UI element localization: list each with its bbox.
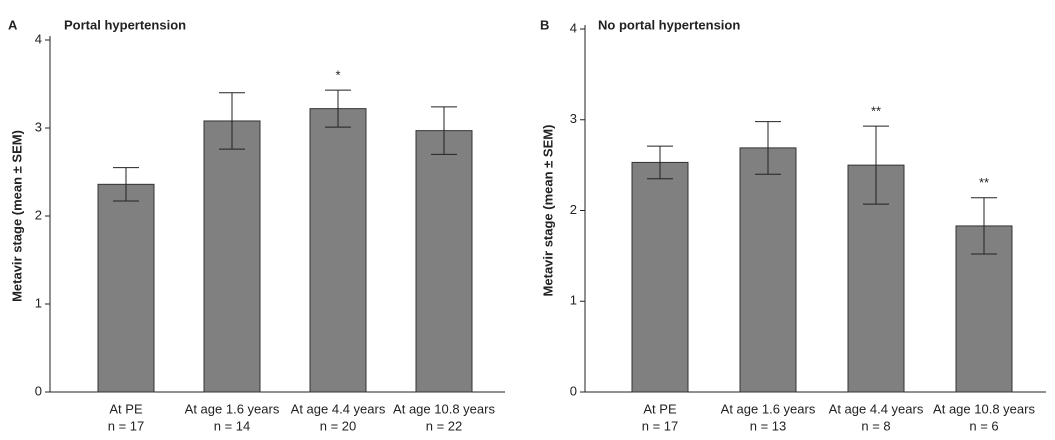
x-tick-label: At PE (109, 401, 143, 416)
x-tick-label: At age 4.4 years (291, 401, 386, 416)
panel-letter: B (540, 17, 549, 32)
y-tick-label: 2 (35, 207, 42, 222)
y-tick-label: 3 (570, 111, 577, 126)
x-tick-label: At PE (643, 401, 677, 416)
x-tick-label: At age 10.8 years (933, 401, 1035, 416)
bar (739, 147, 797, 393)
y-tick-label: 2 (570, 202, 577, 217)
sample-size: n = 14 (214, 418, 251, 433)
y-tick-label: 0 (570, 383, 577, 398)
y-tick-label: 0 (35, 383, 42, 398)
sample-size: n = 20 (320, 418, 357, 433)
x-tick-label: At age 1.6 years (721, 401, 816, 416)
chart-title: Portal hypertension (64, 17, 186, 32)
significance-marker: ** (871, 104, 881, 119)
sample-size: n = 13 (750, 418, 787, 433)
bar (415, 130, 473, 393)
bar (97, 183, 155, 393)
sample-size: n = 17 (642, 418, 679, 433)
y-tick-label: 1 (570, 293, 577, 308)
y-tick-label: 3 (35, 119, 42, 134)
chart-title: No portal hypertension (598, 17, 740, 32)
y-tick-label: 4 (570, 20, 577, 35)
sample-size: n = 22 (426, 418, 463, 433)
sample-size: n = 8 (861, 418, 890, 433)
significance-marker: * (335, 68, 340, 83)
panel-letter: A (8, 17, 18, 32)
y-axis-label: Metavir stage (mean ± SEM) (540, 125, 555, 297)
bar (309, 108, 367, 393)
sample-size: n = 6 (969, 418, 998, 433)
bar (203, 120, 261, 393)
x-tick-label: At age 4.4 years (829, 401, 924, 416)
y-tick-label: 4 (35, 31, 42, 46)
x-tick-label: At age 1.6 years (185, 401, 280, 416)
bar (631, 161, 689, 393)
y-axis-label: Metavir stage (mean ± SEM) (9, 130, 24, 302)
sample-size: n = 17 (108, 418, 145, 433)
significance-marker: ** (979, 175, 989, 190)
y-tick-label: 1 (35, 295, 42, 310)
x-tick-label: At age 10.8 years (393, 401, 495, 416)
